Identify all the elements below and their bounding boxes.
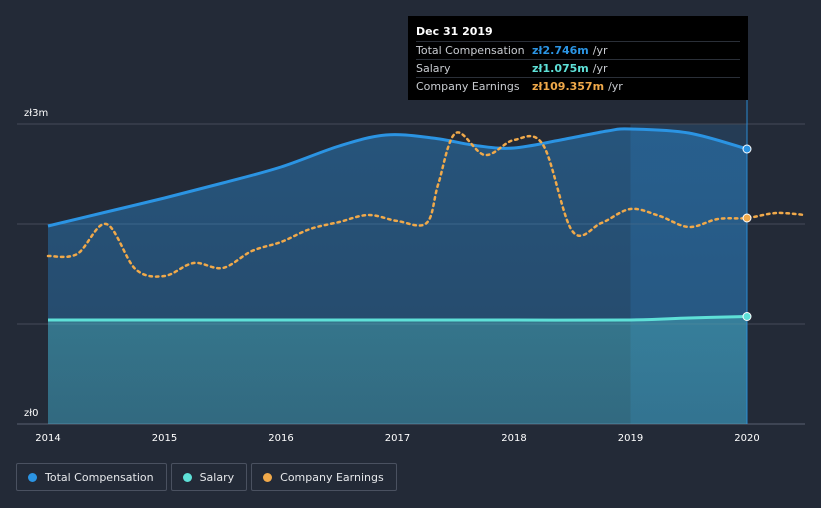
tooltip-label: Salary [416,62,451,75]
tooltip-value: zł1.075m [532,62,589,75]
tooltip-unit: /yr [592,62,608,75]
salary-line [47,315,748,322]
x-tick-label: 2017 [385,433,410,444]
tooltip-unit: /yr [592,44,608,57]
x-tick-label: 2019 [618,433,643,444]
x-tick-label: 2018 [501,433,526,444]
salary-marker [742,312,752,321]
salary-area [48,316,747,424]
legend-label: Total Compensation [45,470,154,484]
tooltip-value: zł2.746m [532,44,589,57]
tooltip-date: Dec 31 2019 [416,25,493,38]
x-tick-label: 2015 [152,433,177,444]
tooltip-unit: /yr [608,80,623,93]
y-tick-label-top: zł3m [24,108,48,119]
tooltip-value: zł109.357m [532,80,605,93]
legend-item-company-earnings[interactable]: Company Earnings [251,463,397,491]
company-earnings-marker [742,213,752,223]
tooltip-row-salary: Salary zł1.075m /yr [416,59,740,77]
total-compensation-line [47,127,748,228]
legend-label: Salary [199,470,235,484]
legend-dot-icon [28,472,37,482]
tooltip-row-total-compensation: Total Compensation zł2.746m /yr [416,41,740,59]
x-tick-label: 2016 [268,433,293,444]
x-tick-label: 2014 [35,433,60,444]
company-earnings-line [46,131,807,278]
total-compensation-marker [742,144,752,154]
hover-tooltip: Dec 31 2019 Total Compensation zł2.746m … [408,16,748,100]
legend-dot-icon [182,472,192,482]
tooltip-label: Total Compensation [416,44,525,57]
x-tick-label: 2020 [734,433,759,444]
legend-dot-icon [263,472,273,482]
chart-legend: Total Compensation Salary Company Earnin… [16,463,397,491]
y-tick-label-bottom: zł0 [24,408,38,419]
legend-item-salary[interactable]: Salary [170,463,248,491]
tooltip-label: Company Earnings [416,80,520,93]
tooltip-row-company-earnings: Company Earnings zł109.357m /yr [416,77,740,95]
legend-label: Company Earnings [280,470,384,484]
legend-item-total-compensation[interactable]: Total Compensation [16,463,167,491]
